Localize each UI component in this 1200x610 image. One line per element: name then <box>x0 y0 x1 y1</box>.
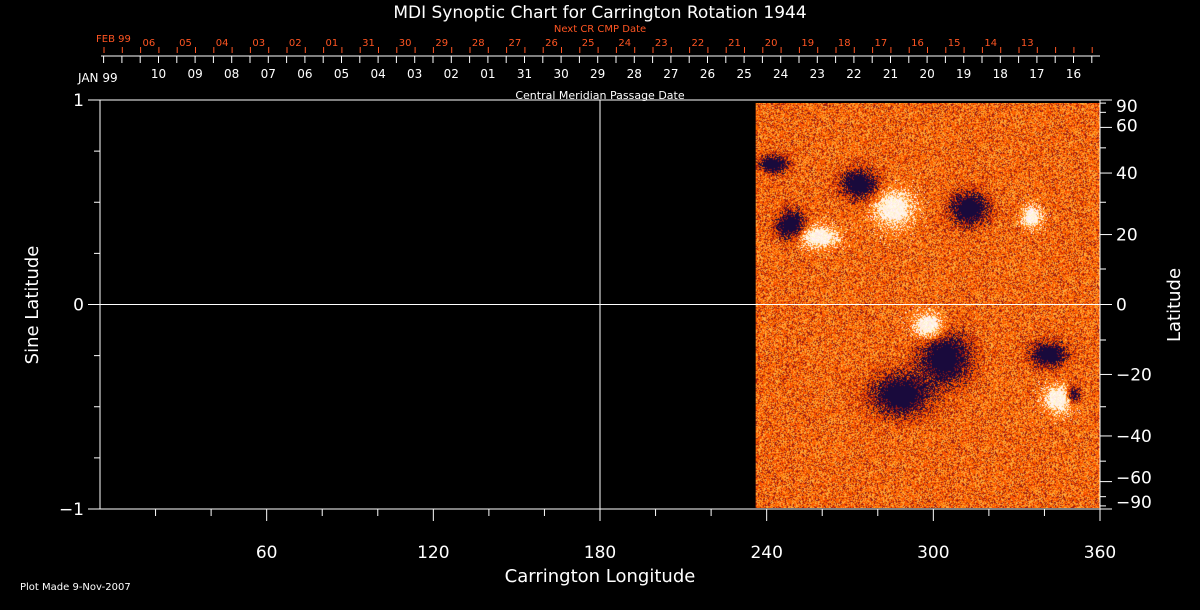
cmp-date-label: 31 <box>517 67 532 81</box>
cmp-date-label: 08 <box>224 67 239 81</box>
next-cmp-date-label: 06 <box>143 38 156 49</box>
grid-lines <box>100 100 1100 509</box>
magnetogram-map <box>755 103 1100 508</box>
cmp-date-label: 28 <box>627 67 642 81</box>
next-cmp-date-label: 18 <box>838 38 851 49</box>
y-left-tick-label: 1 <box>73 91 84 111</box>
x-tick-label: 60 <box>256 543 278 563</box>
cmp-month-label: JAN 99 <box>77 71 118 85</box>
next-cmp-date-label: 23 <box>655 38 668 49</box>
next-cmp-date-label: 04 <box>216 38 229 49</box>
cmp-date-label: 07 <box>261 67 276 81</box>
x-axis-title: Carrington Longitude <box>505 566 696 587</box>
next-cmp-axis-label: Next CR CMP Date <box>554 24 646 35</box>
y-right-tick-label: 90 <box>1116 97 1138 117</box>
next-cmp-date-label: 24 <box>618 38 631 49</box>
next-cmp-date-label: 15 <box>948 38 961 49</box>
cmp-date-label: 24 <box>773 67 788 81</box>
next-cmp-date-label: 29 <box>435 38 448 49</box>
cmp-date-label: 05 <box>334 67 349 81</box>
y-axis-left: 1 0 −1 <box>59 91 100 520</box>
next-cmp-date-label: 20 <box>765 38 778 49</box>
x-tick-label: 180 <box>584 543 616 563</box>
next-cmp-date-label: 30 <box>399 38 412 49</box>
y-right-tick-label: 0 <box>1116 296 1127 316</box>
next-cmp-date-label: 14 <box>984 38 997 49</box>
cmp-date-label: 06 <box>297 67 312 81</box>
cmp-date-label: 16 <box>1066 67 1081 81</box>
cmp-date-axis: 10 09 08 07 06 05 04 03 02 01 31 30 29 28 27 26 25 24 23 22… <box>101 55 1100 81</box>
next-cmp-date-label: 22 <box>692 38 705 49</box>
y-axis-left-title: Sine Latitude <box>22 246 43 365</box>
cmp-date-label: 22 <box>846 67 861 81</box>
next-cmp-date-label: 05 <box>179 38 192 49</box>
cmp-date-label: 30 <box>553 67 568 81</box>
y-right-tick-label: 20 <box>1116 226 1138 246</box>
next-cmp-date-label: 02 <box>289 38 302 49</box>
cmp-date-label: 21 <box>883 67 898 81</box>
y-axis-right-title: Latitude <box>1164 268 1185 342</box>
cmp-date-label: 09 <box>187 67 202 81</box>
cmp-date-label: 29 <box>590 67 605 81</box>
cmp-axis-label: Central Meridian Passage Date <box>515 89 684 102</box>
cmp-date-label: 17 <box>1029 67 1044 81</box>
next-cmp-date-label: 21 <box>728 38 741 49</box>
cmp-date-label: 03 <box>407 67 422 81</box>
next-cmp-date-label: 26 <box>545 38 558 49</box>
next-cmp-date-label: 25 <box>582 38 595 49</box>
y-right-tick-label: −40 <box>1116 427 1152 447</box>
x-tick-label: 240 <box>750 543 782 563</box>
next-cmp-date-label: 19 <box>801 38 814 49</box>
y-right-tick-label: −90 <box>1116 493 1152 513</box>
x-tick-label: 120 <box>417 543 449 563</box>
cmp-date-label: 23 <box>810 67 825 81</box>
y-right-tick-label: −60 <box>1116 469 1152 489</box>
next-cmp-month-label: FEB 99 <box>96 34 131 45</box>
y-right-tick-label: 60 <box>1116 116 1138 136</box>
next-cmp-date-label: 03 <box>252 38 265 49</box>
magnetogram-image <box>755 103 1100 508</box>
next-cmp-date-label: 31 <box>362 38 375 49</box>
cmp-date-label: 26 <box>700 67 715 81</box>
y-right-tick-label: 40 <box>1116 164 1138 184</box>
x-axis: 60 120 180 240 300 360 <box>155 509 1116 563</box>
next-cmp-date-label: 16 <box>911 38 924 49</box>
next-cmp-date-label: 27 <box>509 38 522 49</box>
x-tick-label: 360 <box>1084 543 1116 563</box>
x-tick-label: 300 <box>917 543 949 563</box>
cmp-date-label: 10 <box>151 67 166 81</box>
cmp-date-label: 01 <box>480 67 495 81</box>
cmp-date-label: 19 <box>956 67 971 81</box>
next-cmp-date-label: 28 <box>472 38 485 49</box>
next-cmp-axis: 06 05 04 03 02 01 31 30 29 28 27 26 25 24 23 22 21 20 19 18… <box>103 38 1093 53</box>
cmp-date-label: 04 <box>370 67 385 81</box>
cmp-date-label: 02 <box>444 67 459 81</box>
y-left-tick-label: 0 <box>73 296 84 316</box>
cmp-date-label: 20 <box>919 67 934 81</box>
cmp-date-label: 25 <box>736 67 751 81</box>
plot-made-note: Plot Made 9-Nov-2007 <box>20 582 131 593</box>
chart-title: MDI Synoptic Chart for Carrington Rotati… <box>393 3 806 23</box>
y-left-tick-label: −1 <box>59 500 84 520</box>
y-right-tick-label: −20 <box>1116 365 1152 385</box>
cmp-date-label: 18 <box>993 67 1008 81</box>
next-cmp-date-label: 13 <box>1021 38 1034 49</box>
next-cmp-date-label: 01 <box>326 38 339 49</box>
cmp-date-label: 27 <box>663 67 678 81</box>
next-cmp-date-label: 17 <box>875 38 888 49</box>
